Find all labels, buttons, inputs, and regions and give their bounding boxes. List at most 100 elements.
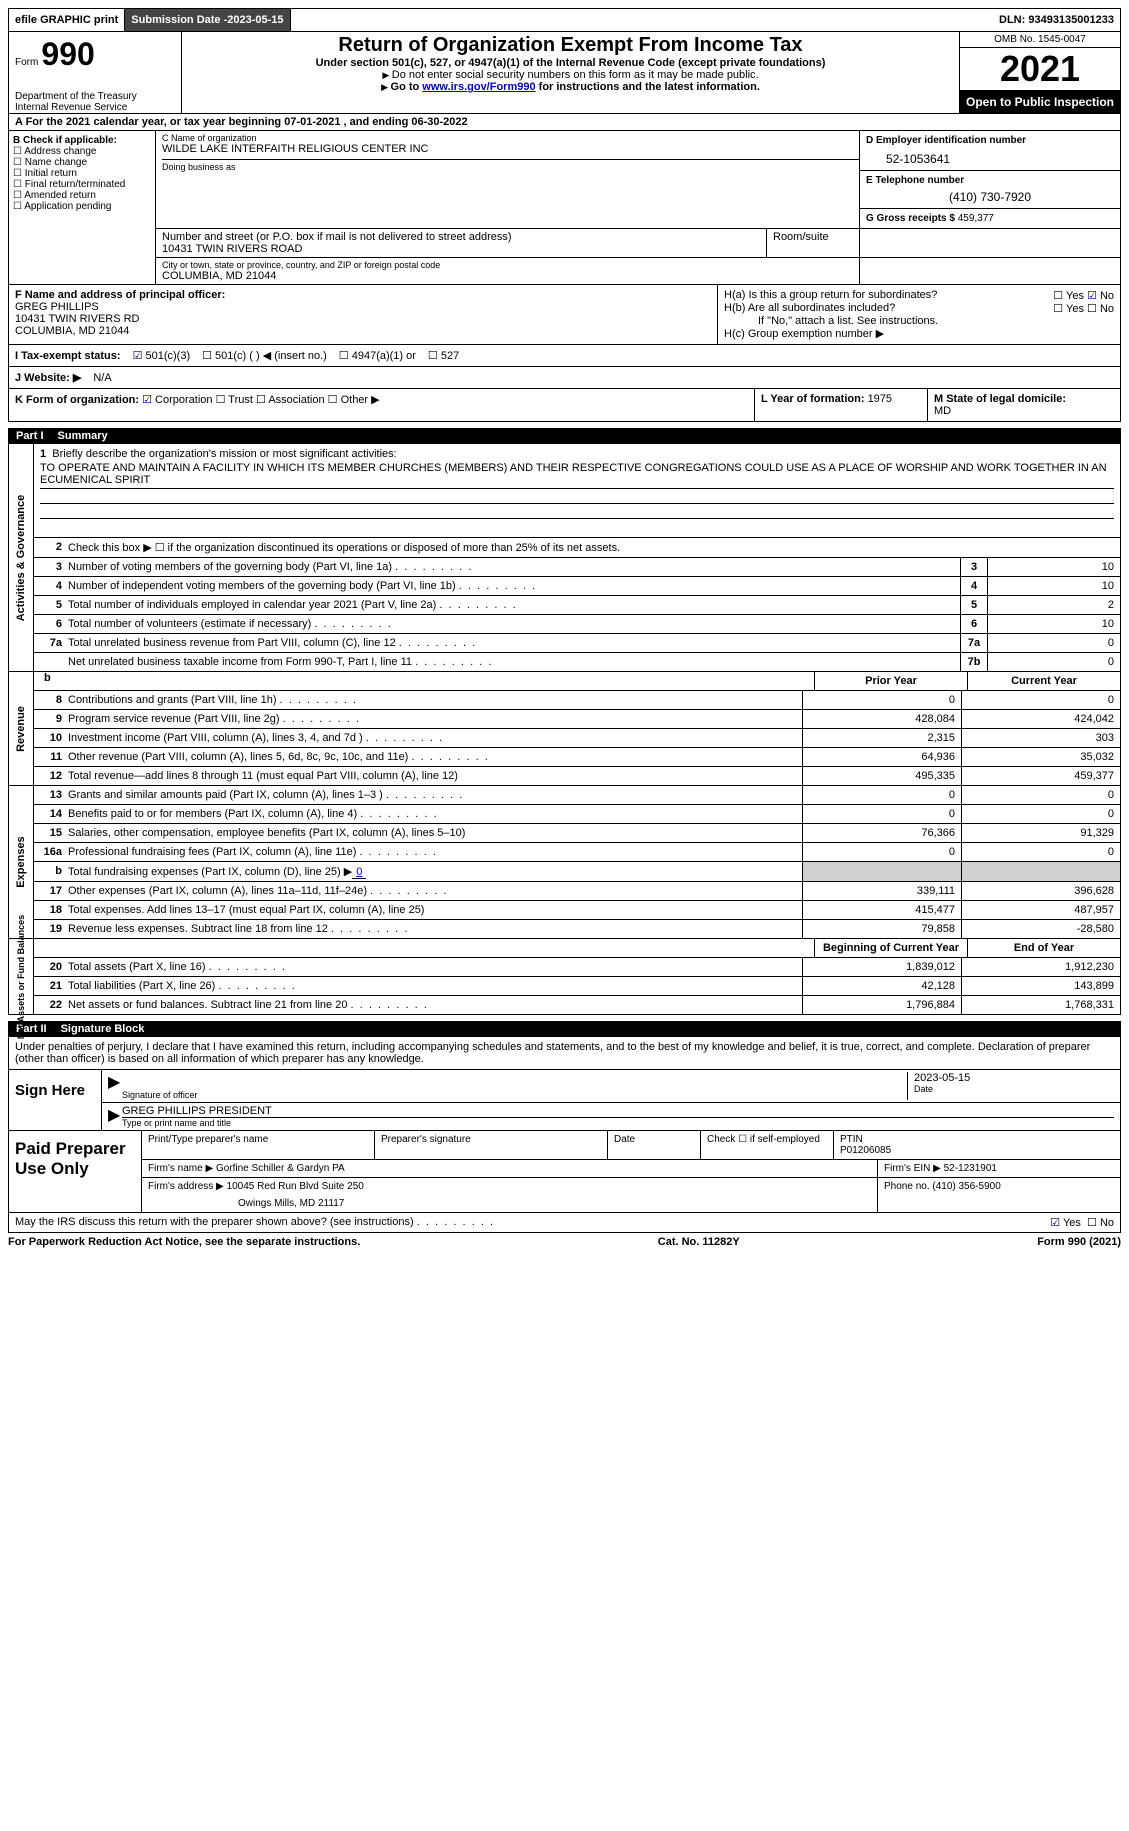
chk-501c[interactable]: 501(c) ( ) ◀ (insert no.): [202, 349, 327, 362]
c16b: [961, 862, 1120, 881]
section-b-c-d: B Check if applicable: Address change Na…: [8, 131, 1121, 285]
part-i-header: Part ISummary: [8, 428, 1121, 444]
city-label: City or town, state or province, country…: [162, 260, 859, 270]
p18: 415,477: [802, 901, 961, 919]
top-bar: efile GRAPHIC print Submission Date - 20…: [8, 8, 1121, 32]
firm-ein: Firm's EIN ▶ 52-1231901: [878, 1160, 1120, 1177]
firm-name: Firm's name ▶ Gorfine Schiller & Gardyn …: [142, 1160, 878, 1177]
p17: 339,111: [802, 882, 961, 900]
summary-expenses: Expenses 13Grants and similar amounts pa…: [8, 786, 1121, 939]
line-20: Total assets (Part X, line 16): [66, 958, 802, 976]
chk-corp[interactable]: Corporation: [142, 394, 212, 406]
form-header: Form 990 Department of the TreasuryInter…: [8, 32, 1121, 114]
firm-phone: Phone no. (410) 356-5900: [878, 1178, 1120, 1212]
discuss-no[interactable]: No: [1087, 1217, 1114, 1229]
chk-name-change[interactable]: Name change: [13, 157, 151, 168]
val-4: 10: [987, 577, 1120, 595]
h-group: H(a) Is this a group return for subordin…: [717, 285, 1120, 344]
form-number-box: Form 990 Department of the TreasuryInter…: [9, 32, 182, 113]
submission-date-btn[interactable]: Submission Date - 2023-05-15: [125, 9, 290, 31]
line-16a: Professional fundraising fees (Part IX, …: [66, 843, 802, 861]
line-3: Number of voting members of the governin…: [66, 558, 960, 576]
c19: -28,580: [961, 920, 1120, 938]
val-5: 2: [987, 596, 1120, 614]
sig-officer-line: Signature of officer: [122, 1072, 907, 1100]
chk-assoc[interactable]: Association: [256, 394, 325, 406]
line-8: Contributions and grants (Part VIII, lin…: [66, 691, 802, 709]
p16a: 0: [802, 843, 961, 861]
c22: 1,768,331: [961, 996, 1120, 1014]
sign-here-label: Sign Here: [9, 1070, 102, 1130]
c15: 91,329: [961, 824, 1120, 842]
val-7b: 0: [987, 653, 1120, 671]
tel-value: (410) 730-7920: [866, 186, 1114, 204]
p12: 495,335: [802, 767, 961, 785]
chk-527[interactable]: 527: [428, 349, 459, 362]
mission-text: TO OPERATE AND MAINTAIN A FACILITY IN WH…: [40, 460, 1114, 489]
line-10: Investment income (Part VIII, column (A)…: [66, 729, 802, 747]
chk-initial[interactable]: Initial return: [13, 168, 151, 179]
org-name: WILDE LAKE INTERFAITH RELIGIOUS CENTER I…: [162, 143, 859, 155]
ein-value: 52-1053641: [866, 146, 1114, 166]
row-j-website: J Website: ▶N/A: [8, 367, 1121, 389]
c9: 424,042: [961, 710, 1120, 728]
f-officer: F Name and address of principal officer:…: [9, 285, 717, 344]
discuss-yes[interactable]: Yes: [1050, 1217, 1081, 1229]
chk-other[interactable]: Other ▶: [328, 394, 380, 406]
c13: 0: [961, 786, 1120, 804]
gross-receipts: G Gross receipts $ 459,377: [860, 209, 1120, 228]
l-year-formation: L Year of formation: 1975: [754, 389, 927, 421]
hc-exemption: H(c) Group exemption number ▶: [724, 327, 1114, 340]
addr-value: 10431 TWIN RIVERS ROAD: [162, 243, 760, 255]
room-label: Room/suite: [767, 229, 859, 257]
ha-no[interactable]: No: [1087, 290, 1114, 302]
p10: 2,315: [802, 729, 961, 747]
paid-preparer-label: Paid Preparer Use Only: [9, 1131, 142, 1212]
p13: 0: [802, 786, 961, 804]
hb-yes[interactable]: Yes: [1053, 303, 1084, 315]
hb-no[interactable]: No: [1087, 303, 1114, 315]
omb-number: OMB No. 1545-0047: [960, 32, 1120, 48]
line-22: Net assets or fund balances. Subtract li…: [66, 996, 802, 1014]
c8: 0: [961, 691, 1120, 709]
p16b: [802, 862, 961, 881]
chk-address-change[interactable]: Address change: [13, 146, 151, 157]
p9: 428,084: [802, 710, 961, 728]
val-6: 10: [987, 615, 1120, 633]
chk-501c3[interactable]: 501(c)(3): [133, 349, 191, 362]
c16a: 0: [961, 843, 1120, 861]
ha-yes[interactable]: Yes: [1053, 290, 1084, 302]
prep-name-hdr: Print/Type preparer's name: [142, 1131, 375, 1159]
chk-app-pending[interactable]: Application pending: [13, 201, 151, 212]
p21: 42,128: [802, 977, 961, 995]
signature-block: Under penalties of perjury, I declare th…: [8, 1037, 1121, 1213]
hdr-prior-year: Prior Year: [814, 672, 967, 690]
chk-final[interactable]: Final return/terminated: [13, 179, 151, 190]
irs-link[interactable]: www.irs.gov/Form990: [422, 81, 535, 93]
paid-preparer-block: Paid Preparer Use Only Print/Type prepar…: [9, 1130, 1120, 1212]
line-5: Total number of individuals employed in …: [66, 596, 960, 614]
vlabel-revenue: Revenue: [9, 672, 34, 785]
line-2: Check this box ▶ ☐ if the organization d…: [66, 538, 1120, 557]
c10: 303: [961, 729, 1120, 747]
pra-notice: For Paperwork Reduction Act Notice, see …: [8, 1236, 360, 1248]
p19: 79,858: [802, 920, 961, 938]
row-k-org-form: K Form of organization: Corporation Trus…: [8, 389, 1121, 422]
sig-arrow-icon: ▶: [108, 1072, 122, 1100]
line-14: Benefits paid to or for members (Part IX…: [66, 805, 802, 823]
efile-label: efile GRAPHIC print: [9, 9, 125, 31]
chk-trust[interactable]: Trust: [216, 394, 253, 406]
sig-declaration: Under penalties of perjury, I declare th…: [9, 1037, 1120, 1070]
form-prefix: Form: [15, 57, 38, 68]
p11: 64,936: [802, 748, 961, 766]
prep-date-hdr: Date: [608, 1131, 701, 1159]
line-15: Salaries, other compensation, employee b…: [66, 824, 802, 842]
col-c-org: C Name of organization WILDE LAKE INTERF…: [156, 131, 1120, 284]
chk-4947[interactable]: 4947(a)(1) or: [339, 349, 416, 362]
prep-ptin: PTINP01206085: [834, 1131, 1120, 1159]
part-ii-header: Part IISignature Block: [8, 1021, 1121, 1037]
chk-amended[interactable]: Amended return: [13, 190, 151, 201]
footer-discuss: May the IRS discuss this return with the…: [8, 1213, 1121, 1233]
col-b-checkboxes: B Check if applicable: Address change Na…: [9, 131, 156, 284]
line-12: Total revenue—add lines 8 through 11 (mu…: [66, 767, 802, 785]
